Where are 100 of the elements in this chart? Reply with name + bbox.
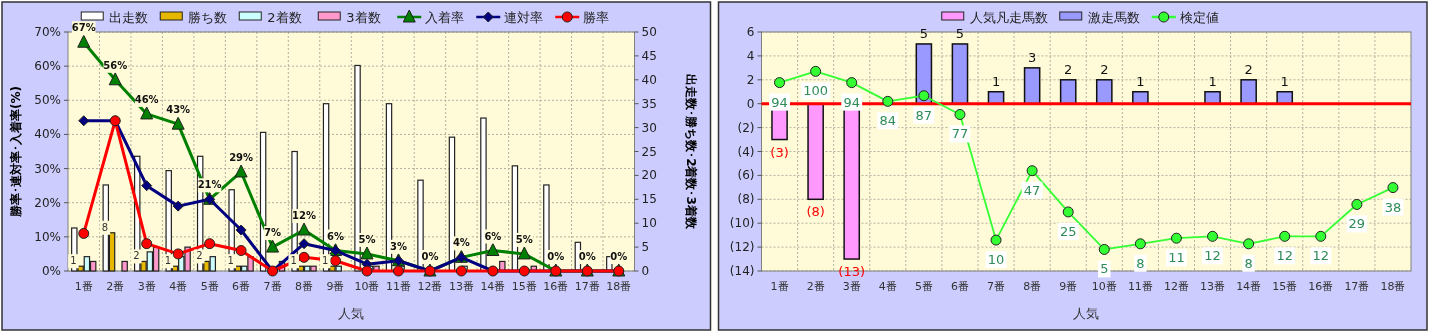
data-label: 56% — [103, 59, 128, 71]
legend-label: 激走馬数 — [1087, 10, 1140, 25]
x-tick-label: 18番 — [606, 280, 632, 293]
y-tick-label: 2 — [746, 72, 755, 87]
y-tick-label: 50% — [34, 93, 61, 108]
data-label: 8 — [1136, 255, 1145, 271]
x-tick-label: 16番 — [543, 280, 569, 293]
y-tick-label: 4 — [746, 48, 755, 63]
legend-label: 2着数 — [267, 10, 302, 25]
data-label: 3 — [1028, 49, 1037, 65]
x-tick-label: 12番 — [1163, 280, 1189, 293]
x-tick-label: 15番 — [511, 280, 537, 293]
data-label: 10 — [987, 252, 1005, 268]
data-label: 5 — [1100, 261, 1109, 277]
legend-label: 連対率 — [504, 10, 544, 25]
x-tick-label: 4番 — [878, 280, 897, 293]
data-label: 7% — [264, 227, 282, 239]
x-tick-label: 11番 — [1127, 280, 1153, 293]
legend-label: 勝ち数 — [188, 10, 228, 25]
x-tick-label: 6番 — [950, 280, 969, 293]
x-tick-label: 13番 — [1200, 280, 1226, 293]
y-tick-label: 40% — [34, 127, 61, 142]
y2-tick-label: 25 — [641, 144, 657, 159]
x-tick-label: 16番 — [1308, 280, 1334, 293]
data-label: 94 — [843, 94, 860, 110]
y2-tick-label: 15 — [641, 192, 657, 207]
x-tick-label: 14番 — [480, 280, 506, 293]
y2-tick-label: 50 — [641, 25, 657, 39]
x-tick-label: 7番 — [987, 280, 1006, 293]
y-tick-label: 30% — [34, 161, 61, 176]
y-tick-label: (12) — [729, 240, 755, 255]
x-tick-label: 1番 — [74, 280, 93, 293]
data-label: 1 — [70, 255, 77, 267]
y2-tick-label: 20 — [641, 168, 657, 183]
y-tick-label: (4) — [737, 144, 755, 159]
y-axis-title: 勝率･連対率･入着率(%) — [9, 86, 23, 218]
data-label: 1 — [322, 255, 329, 267]
x-axis-title: 人気 — [338, 306, 365, 321]
data-label: 29% — [229, 152, 254, 163]
x-tick-label: 14番 — [1236, 280, 1262, 293]
x-tick-label: 1番 — [770, 280, 789, 293]
y-tick-label: (2) — [737, 120, 755, 135]
y2-tick-label: 35 — [641, 96, 657, 111]
data-label: 5% — [515, 233, 533, 245]
data-label: 0% — [578, 251, 596, 262]
data-label: 3% — [389, 240, 407, 252]
data-label: 0% — [610, 251, 628, 262]
y2-tick-label: 10 — [641, 216, 657, 231]
x-tick-label: 3番 — [842, 280, 861, 293]
y-tick-label: 0% — [41, 264, 61, 278]
data-label: 12% — [292, 210, 316, 222]
data-label: 0% — [547, 251, 565, 262]
x-tick-label: 13番 — [448, 280, 474, 293]
data-label: 94 — [771, 94, 788, 110]
legend-label: 人気凡走馬数 — [969, 10, 1048, 25]
data-label: 5% — [358, 233, 376, 245]
legend-label: 勝率 — [583, 10, 610, 25]
data-label: 43% — [166, 104, 191, 116]
legend-label: 入着率 — [425, 10, 465, 25]
x-tick-label: 2番 — [806, 280, 825, 293]
y-tick-label: 6 — [746, 25, 755, 39]
x-tick-label: 8番 — [295, 280, 314, 293]
data-label: 87 — [915, 107, 933, 123]
x-tick-label: 5番 — [200, 280, 219, 293]
data-label: 12 — [1312, 248, 1330, 264]
data-label: 100 — [803, 83, 829, 99]
data-label: 1 — [991, 73, 1001, 89]
data-label: 46% — [134, 93, 159, 105]
x-tick-label: 15番 — [1272, 280, 1298, 293]
data-label: 8 — [101, 221, 109, 233]
data-label: 84 — [879, 113, 897, 129]
data-label: 67% — [71, 22, 96, 34]
data-label: 6% — [484, 230, 502, 242]
x-tick-label: 5番 — [914, 280, 933, 293]
y2-tick-label: 45 — [641, 48, 657, 63]
x-tick-label: 7番 — [263, 280, 282, 293]
data-label: 4% — [452, 237, 470, 249]
x-tick-label: 17番 — [1344, 280, 1370, 293]
data-label: 0% — [421, 251, 439, 262]
y-tick-label: (10) — [729, 216, 755, 231]
y-tick-label: 0 — [746, 96, 755, 111]
data-label: 38 — [1384, 199, 1402, 215]
data-label: 8 — [1244, 255, 1253, 271]
data-label: 2 — [133, 250, 140, 262]
x-tick-label: 8番 — [1023, 280, 1042, 293]
y-tick-label: (6) — [737, 168, 755, 183]
x-tick-label: 4番 — [169, 280, 188, 293]
x-axis-title: 人気 — [1073, 306, 1100, 321]
data-label: 5 — [955, 25, 965, 41]
data-label: 25 — [1059, 223, 1077, 239]
x-tick-label: 10番 — [354, 280, 380, 293]
data-label: 1 — [227, 255, 234, 267]
data-label: 77 — [951, 126, 969, 142]
y-tick-label: 60% — [34, 59, 61, 74]
y2-tick-label: 5 — [641, 240, 650, 255]
data-label: 2 — [1244, 61, 1253, 77]
x-tick-label: 11番 — [385, 280, 411, 293]
data-label: 21% — [197, 179, 222, 191]
legend-label: 出走数 — [109, 10, 149, 25]
y-tick-label: 20% — [34, 195, 61, 210]
